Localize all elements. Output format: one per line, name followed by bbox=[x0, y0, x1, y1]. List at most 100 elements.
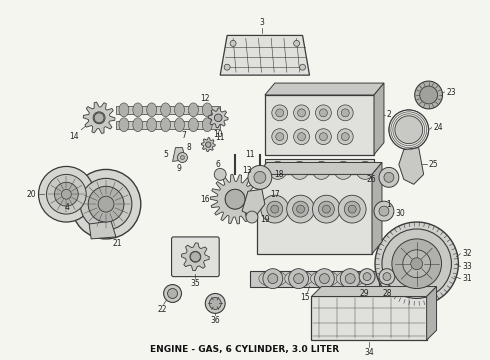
Text: 30: 30 bbox=[396, 208, 406, 217]
Circle shape bbox=[180, 156, 184, 159]
Polygon shape bbox=[201, 138, 215, 152]
Polygon shape bbox=[312, 287, 437, 297]
Circle shape bbox=[363, 273, 371, 280]
Text: 17: 17 bbox=[270, 190, 279, 199]
Text: 26: 26 bbox=[367, 175, 376, 184]
Text: 28: 28 bbox=[382, 288, 392, 297]
Circle shape bbox=[374, 201, 394, 221]
Circle shape bbox=[72, 170, 141, 239]
Circle shape bbox=[205, 293, 225, 313]
Polygon shape bbox=[83, 102, 115, 134]
Circle shape bbox=[246, 211, 258, 223]
Polygon shape bbox=[265, 83, 384, 95]
Circle shape bbox=[267, 201, 283, 217]
Text: 11: 11 bbox=[245, 150, 254, 159]
Ellipse shape bbox=[147, 118, 157, 132]
Text: 3: 3 bbox=[259, 18, 264, 27]
Circle shape bbox=[294, 105, 310, 121]
Circle shape bbox=[337, 105, 353, 121]
Circle shape bbox=[98, 196, 114, 212]
FancyBboxPatch shape bbox=[265, 159, 374, 181]
Circle shape bbox=[296, 205, 305, 213]
FancyBboxPatch shape bbox=[257, 174, 372, 254]
Circle shape bbox=[177, 153, 188, 162]
Circle shape bbox=[269, 162, 287, 179]
Circle shape bbox=[315, 269, 334, 288]
Polygon shape bbox=[181, 243, 209, 271]
Circle shape bbox=[316, 105, 331, 121]
Circle shape bbox=[230, 40, 236, 46]
Circle shape bbox=[319, 274, 329, 284]
Circle shape bbox=[205, 142, 211, 147]
Circle shape bbox=[39, 166, 94, 222]
Circle shape bbox=[319, 133, 327, 141]
Polygon shape bbox=[257, 162, 382, 174]
Circle shape bbox=[191, 252, 200, 262]
Text: 36: 36 bbox=[210, 316, 220, 325]
Circle shape bbox=[316, 129, 331, 145]
Circle shape bbox=[344, 201, 360, 217]
Polygon shape bbox=[242, 189, 265, 217]
Circle shape bbox=[318, 201, 334, 217]
Text: 10: 10 bbox=[213, 130, 223, 139]
Circle shape bbox=[294, 274, 304, 284]
Circle shape bbox=[276, 109, 284, 117]
Circle shape bbox=[375, 222, 458, 305]
Circle shape bbox=[272, 105, 288, 121]
Circle shape bbox=[334, 162, 352, 179]
Circle shape bbox=[190, 251, 201, 262]
Circle shape bbox=[297, 109, 306, 117]
Text: 35: 35 bbox=[191, 279, 200, 288]
Circle shape bbox=[392, 239, 441, 288]
Circle shape bbox=[379, 269, 395, 284]
Circle shape bbox=[293, 201, 309, 217]
Ellipse shape bbox=[174, 103, 184, 117]
Circle shape bbox=[80, 178, 132, 230]
Polygon shape bbox=[220, 35, 310, 75]
Text: 7: 7 bbox=[181, 131, 186, 140]
Polygon shape bbox=[208, 108, 228, 128]
Text: 33: 33 bbox=[463, 262, 472, 271]
Circle shape bbox=[54, 182, 78, 206]
Text: 16: 16 bbox=[200, 195, 210, 204]
Circle shape bbox=[261, 195, 289, 223]
FancyBboxPatch shape bbox=[116, 121, 220, 129]
Text: 22: 22 bbox=[158, 305, 168, 314]
Circle shape bbox=[359, 269, 375, 284]
Circle shape bbox=[338, 195, 366, 223]
Text: 31: 31 bbox=[463, 274, 472, 283]
Ellipse shape bbox=[189, 118, 198, 132]
Circle shape bbox=[389, 110, 429, 149]
Circle shape bbox=[287, 195, 315, 223]
Circle shape bbox=[254, 171, 266, 183]
Ellipse shape bbox=[133, 118, 143, 132]
Circle shape bbox=[294, 129, 310, 145]
Circle shape bbox=[276, 133, 284, 141]
Circle shape bbox=[88, 186, 124, 222]
Polygon shape bbox=[372, 162, 382, 254]
Circle shape bbox=[294, 40, 299, 46]
Text: 18: 18 bbox=[274, 170, 283, 179]
Circle shape bbox=[313, 195, 340, 223]
Circle shape bbox=[415, 81, 442, 109]
FancyBboxPatch shape bbox=[172, 237, 219, 276]
FancyBboxPatch shape bbox=[250, 271, 379, 287]
Circle shape bbox=[271, 205, 279, 213]
Circle shape bbox=[379, 206, 389, 216]
Circle shape bbox=[248, 166, 272, 189]
Circle shape bbox=[356, 162, 374, 179]
Ellipse shape bbox=[259, 271, 287, 287]
Circle shape bbox=[47, 174, 86, 214]
Text: 29: 29 bbox=[359, 288, 369, 297]
Text: 24: 24 bbox=[434, 123, 443, 132]
Circle shape bbox=[319, 109, 327, 117]
Text: 2: 2 bbox=[387, 110, 392, 119]
Circle shape bbox=[224, 64, 230, 70]
Text: 13: 13 bbox=[243, 166, 252, 175]
Ellipse shape bbox=[161, 103, 171, 117]
Circle shape bbox=[272, 129, 288, 145]
Circle shape bbox=[291, 162, 309, 179]
Circle shape bbox=[341, 109, 349, 117]
Circle shape bbox=[379, 167, 399, 187]
Ellipse shape bbox=[202, 118, 212, 132]
